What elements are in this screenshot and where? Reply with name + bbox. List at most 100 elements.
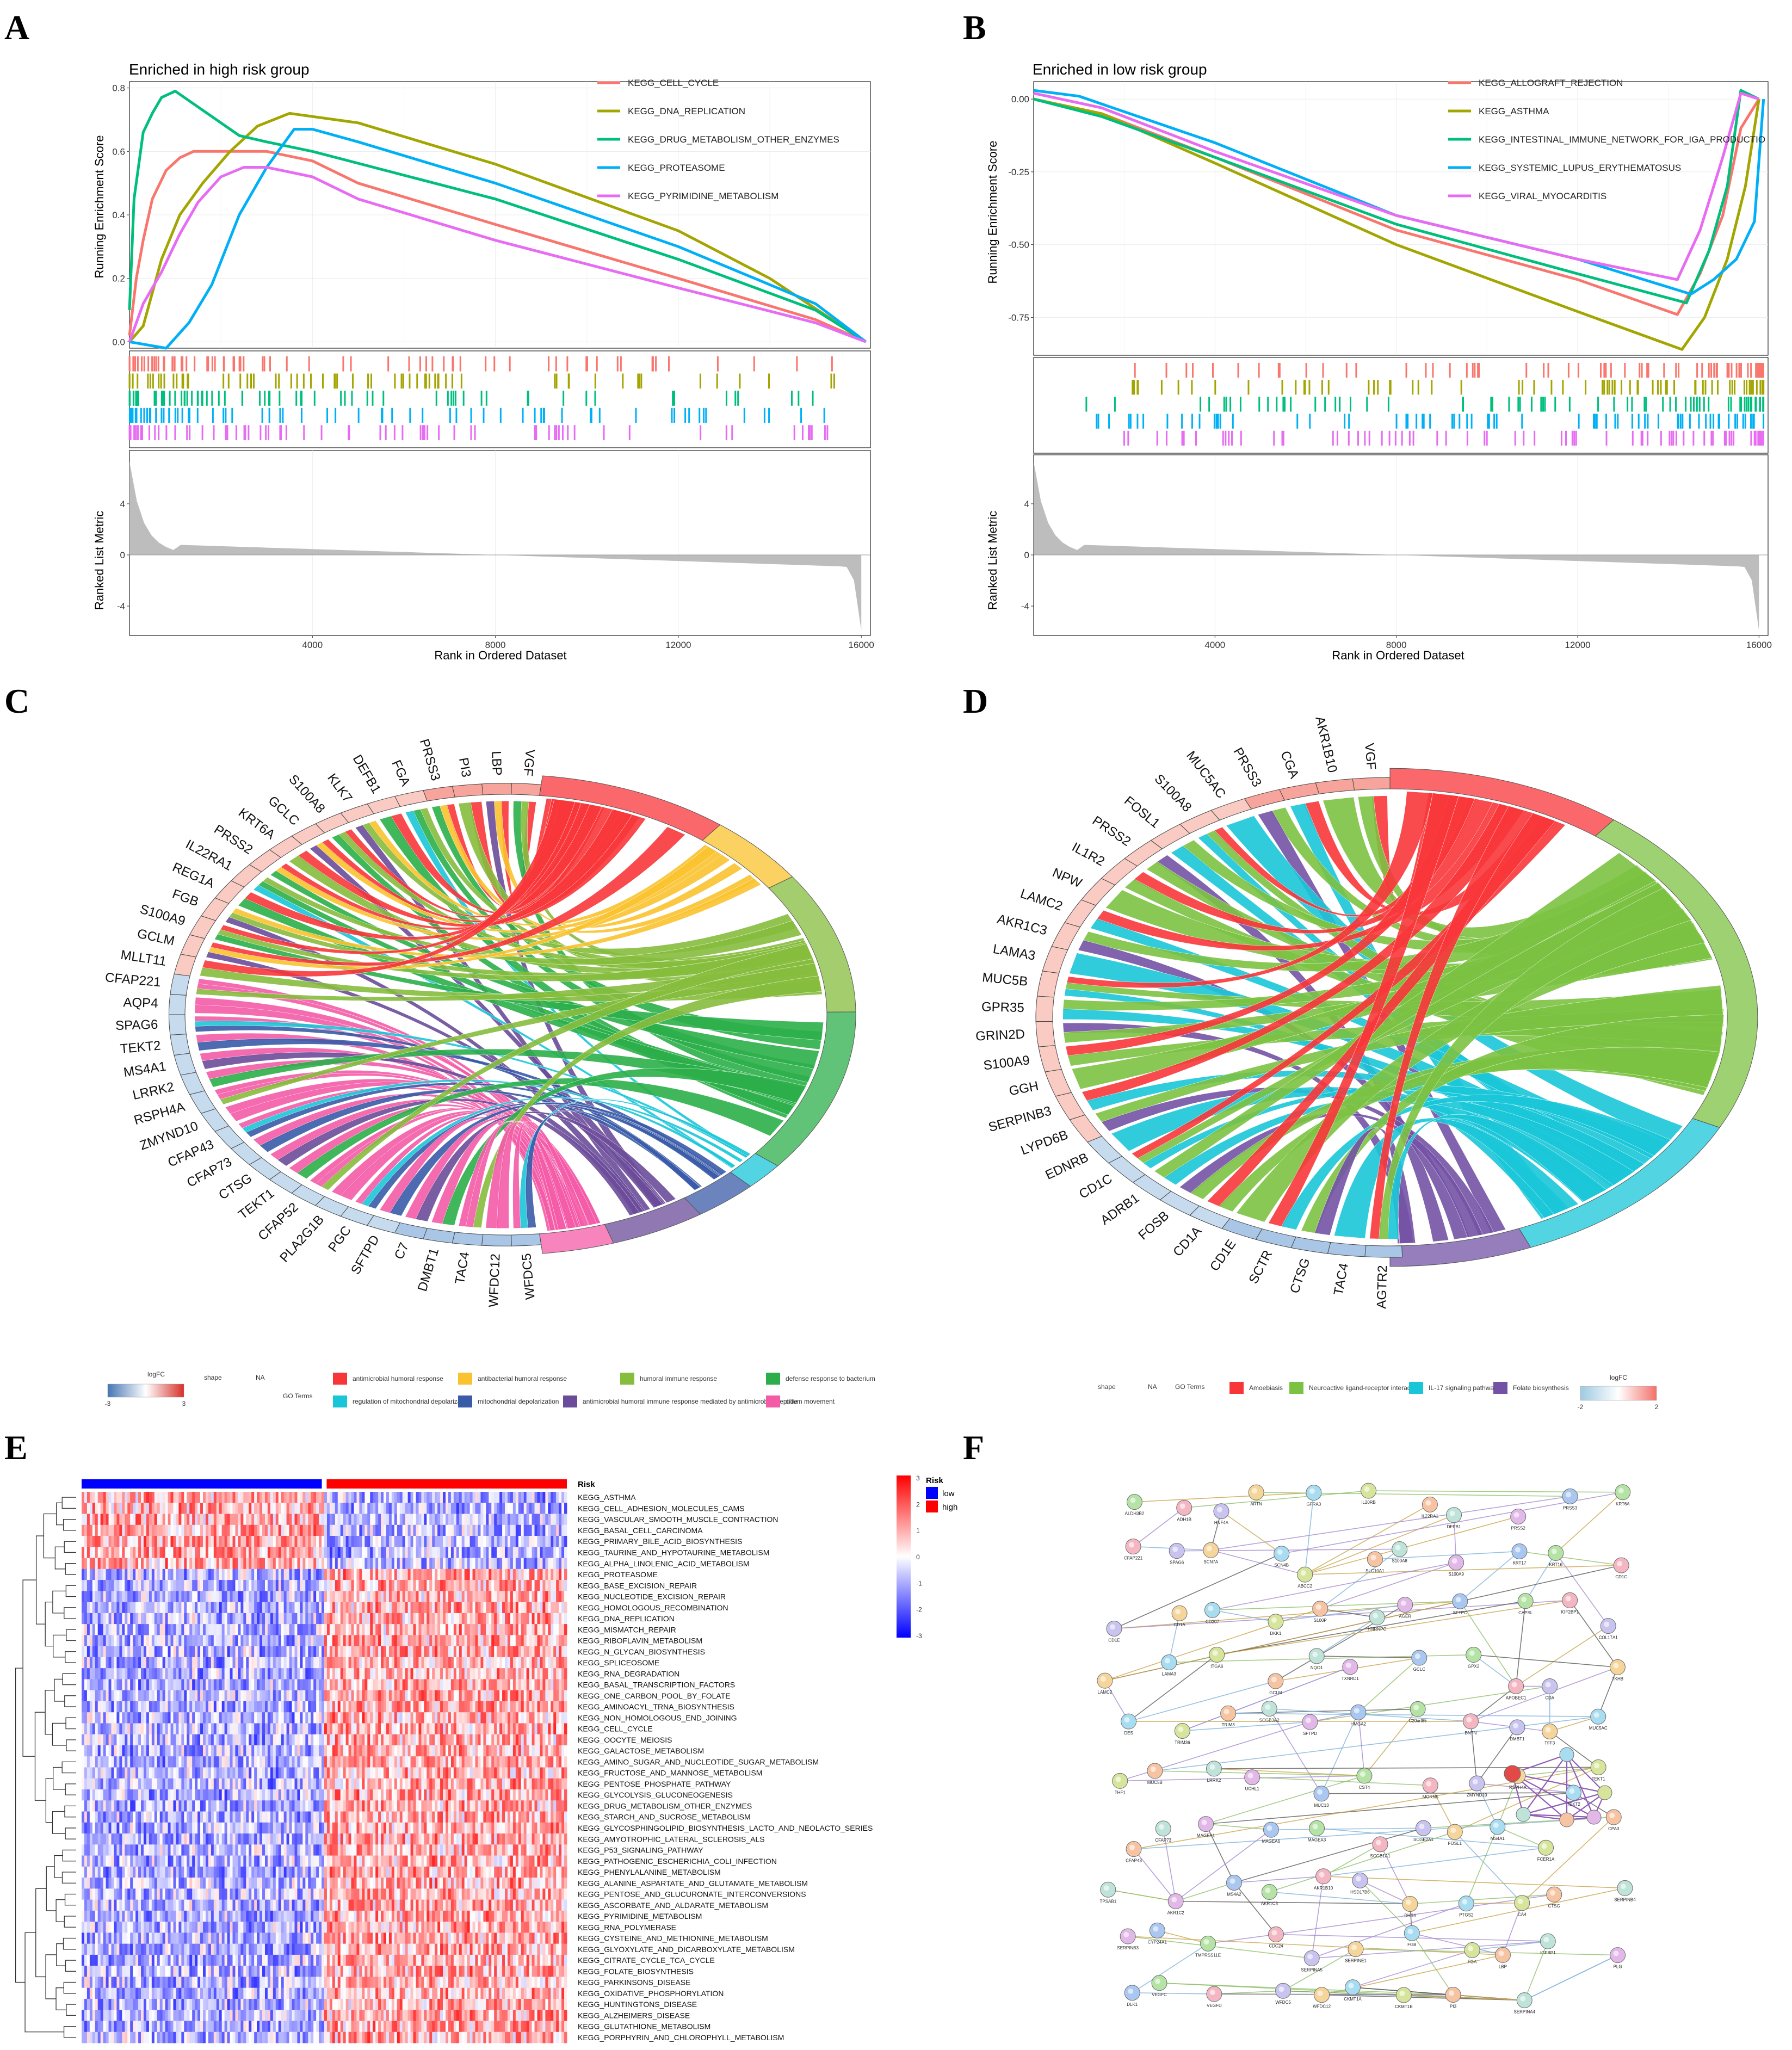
heat-cell — [532, 1492, 535, 1503]
heat-cell — [138, 1569, 141, 1580]
heat-cell — [497, 1690, 499, 1702]
heat-cell — [494, 1536, 497, 1547]
heat-cell — [486, 1580, 489, 1591]
heat-cell — [305, 1712, 308, 1724]
heat-cell — [491, 1679, 494, 1690]
heat-cell — [322, 1514, 324, 1526]
heat-cell — [187, 1536, 189, 1547]
heat-cell — [454, 1635, 456, 1646]
heat-cell — [427, 1569, 429, 1580]
heat-cell — [268, 1624, 270, 1635]
heat-cell — [138, 1547, 141, 1558]
heat-cell — [313, 1558, 316, 1570]
heat-cell — [292, 1492, 295, 1503]
heat-cell — [510, 1558, 513, 1570]
heat-cell — [480, 1591, 483, 1602]
heat-cell — [276, 1613, 279, 1625]
heat-cell — [494, 1591, 497, 1602]
heat-cell — [435, 1547, 437, 1558]
heat-cell — [354, 1591, 357, 1602]
heat-cell — [556, 1514, 559, 1526]
heat-cell — [324, 1492, 327, 1503]
heat-cell — [486, 1536, 489, 1547]
heat-cell — [524, 1514, 527, 1526]
heat-cell — [432, 1547, 435, 1558]
heat-cell — [240, 1503, 243, 1514]
heat-cell — [465, 1602, 467, 1614]
heat-cell — [497, 1492, 499, 1503]
heat-cell — [392, 1624, 394, 1635]
heat-cell — [98, 1503, 101, 1514]
heat-cell — [127, 1690, 130, 1702]
heat-cell — [446, 1514, 448, 1526]
heat-cell — [367, 1492, 370, 1503]
heat-cell — [427, 1580, 429, 1591]
heat-cell — [308, 1514, 311, 1526]
heat-cell — [343, 1591, 346, 1602]
heat-cell — [378, 1514, 381, 1526]
heat-cell — [416, 1635, 418, 1646]
panel-c-legend: logFC -3 3 shape NA GO Terms antimicrobi… — [105, 1370, 875, 1407]
heat-cell — [437, 1580, 440, 1591]
heat-cell — [548, 1525, 551, 1536]
heat-cell — [155, 1712, 157, 1724]
heat-cell — [279, 1547, 281, 1558]
heat-cell — [462, 1558, 465, 1570]
heat-cell — [273, 1602, 276, 1614]
heat-cell — [418, 1701, 421, 1713]
heat-cell — [149, 1525, 152, 1536]
heat-cell — [400, 1558, 403, 1570]
heat-cell — [427, 1668, 429, 1679]
heat-cell — [384, 1624, 386, 1635]
heat-cell — [518, 1525, 521, 1536]
gene-label-vgf: VGF — [1362, 743, 1379, 770]
heat-cell — [214, 1503, 217, 1514]
heat-cell — [119, 1503, 122, 1514]
heat-cell — [529, 1657, 532, 1669]
heat-cell — [297, 1668, 300, 1679]
heat-cell — [349, 1701, 351, 1713]
heat-cell — [486, 1569, 489, 1580]
heat-cell — [564, 1668, 567, 1679]
heat-cell — [308, 1635, 311, 1646]
heat-cell — [163, 1668, 165, 1679]
heat-cell — [82, 1558, 84, 1570]
gene-label-ctsg: CTSG — [216, 1171, 255, 1203]
heat-cell — [187, 1635, 189, 1646]
heat-cell — [268, 1591, 270, 1602]
heat-cell — [262, 1679, 265, 1690]
heat-cell — [524, 1657, 527, 1669]
heat-cell — [478, 1613, 480, 1625]
heat-cell — [551, 1679, 553, 1690]
heat-cell — [251, 1701, 254, 1713]
heat-cell — [176, 1690, 178, 1702]
heat-cell — [157, 1712, 160, 1724]
heat-cell — [349, 1547, 351, 1558]
heat-cell — [189, 1514, 192, 1526]
heat-cell — [112, 1602, 114, 1614]
heat-cell — [324, 1558, 327, 1570]
heat-cell — [478, 1536, 480, 1547]
heat-cell — [313, 1701, 316, 1713]
heat-cell — [292, 1514, 295, 1526]
heat-cell — [270, 1602, 273, 1614]
heat-cell — [268, 1514, 270, 1526]
heat-cell — [386, 1547, 389, 1558]
heat-cell — [540, 1591, 542, 1602]
heat-cell — [305, 1690, 308, 1702]
heat-cell — [181, 1525, 184, 1536]
heat-cell — [327, 1712, 330, 1724]
heat-cell — [432, 1624, 435, 1635]
heat-cell — [294, 1690, 297, 1702]
heat-cell — [230, 1558, 233, 1570]
heat-cell — [195, 1613, 197, 1625]
heat-cell — [155, 1624, 157, 1635]
heat-cell — [268, 1679, 270, 1690]
heat-cell — [311, 1657, 313, 1669]
heat-cell — [330, 1580, 332, 1591]
heat-cell — [165, 1503, 168, 1514]
heat-cell — [227, 1646, 230, 1658]
heat-cell — [540, 1492, 542, 1503]
heat-cell — [302, 1503, 305, 1514]
heat-cell — [510, 1547, 513, 1558]
